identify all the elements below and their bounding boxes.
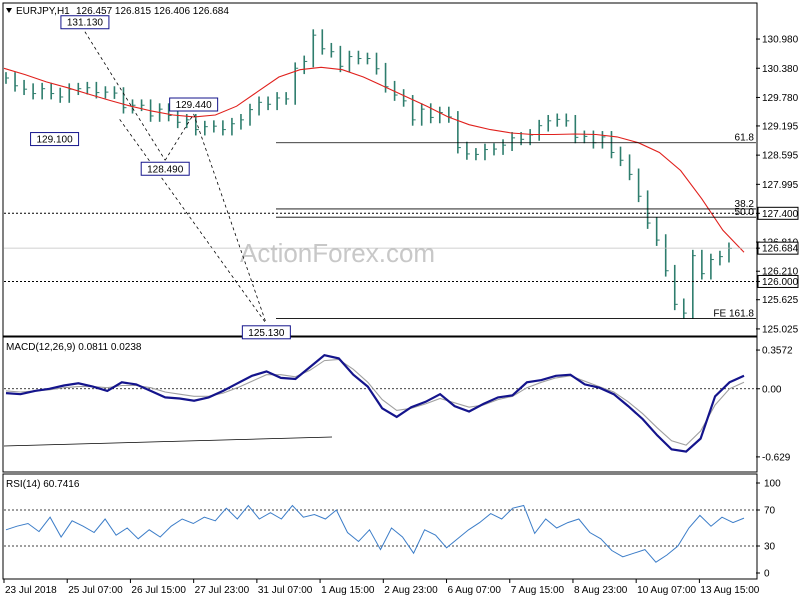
swing-label: 131.130 <box>67 18 104 29</box>
fib-level-label: 50.0 <box>735 207 755 218</box>
price-axis-label: 130.380 <box>762 64 799 75</box>
price-axis-label: 126.684 <box>762 244 799 255</box>
swing-label-box <box>241 325 291 340</box>
macd-signal-line <box>5 358 745 446</box>
swing-label: 128.490 <box>147 164 184 175</box>
swing-label-box <box>30 132 80 147</box>
macd-axis-label: -0.629 <box>762 452 791 463</box>
macd-panel-frame <box>2 336 758 473</box>
rsi-axis-label: 30 <box>764 542 776 553</box>
x-axis-label: 2 Aug 23:00 <box>384 585 438 596</box>
x-axis-label: 27 Jul 23:00 <box>195 585 250 596</box>
swing-label: 129.440 <box>176 100 213 111</box>
x-axis-label: 31 Jul 07:00 <box>258 585 313 596</box>
rsi-axis-label: 0 <box>764 569 770 580</box>
rsi-line <box>5 504 745 563</box>
swing-label-box <box>169 97 219 112</box>
macd-layer <box>3 354 756 453</box>
rsi-layer <box>4 504 756 563</box>
price-axis-label: 128.595 <box>762 151 799 162</box>
price-axis-label: 126.210 <box>762 267 799 278</box>
swing-label-box <box>60 15 110 30</box>
rsi-title: RSI(14) 60.7416 <box>6 479 80 490</box>
trend-dashed-line <box>193 113 267 324</box>
price-panel-frame <box>2 2 758 337</box>
x-axis-label: 7 Aug 15:00 <box>511 585 565 596</box>
swing-label: 125.130 <box>248 328 285 339</box>
x-axis-label: 6 Aug 07:00 <box>448 585 502 596</box>
fib-level-label: 61.8 <box>735 133 755 144</box>
rsi-axis-label: 100 <box>764 479 781 490</box>
price-axis-label: 127.995 <box>762 180 799 191</box>
axis-layer: 130.980 130.380 129.780 129.195 128.595 127.9… <box>3 35 799 596</box>
price-axis-label: 129.780 <box>762 93 799 104</box>
x-axis-label: 25 Jul 07:00 <box>68 585 123 596</box>
macd-axis-label: 0.3572 <box>762 346 793 357</box>
x-axis-label: 10 Aug 07:00 <box>637 585 696 596</box>
chart-ohlc: 126.457 126.815 126.406 126.684 <box>76 6 229 17</box>
price-axis-label: 126.000 <box>762 277 799 288</box>
swing-label-box <box>140 161 190 176</box>
moving-average-line <box>3 66 745 253</box>
price-axis-label: 127.400 <box>762 209 799 220</box>
price-axis-label: 129.195 <box>762 121 799 132</box>
price-axis-label: 125.625 <box>762 295 799 306</box>
macd-line <box>5 354 745 453</box>
x-axis-label: 26 Jul 15:00 <box>131 585 186 596</box>
price-layer: 131.130 129.100 128.490 129.440 125.130 61.8 3… <box>3 15 756 340</box>
price-axis-label: 130.980 <box>762 35 799 46</box>
swing-label: 129.100 <box>36 135 73 146</box>
watermark: ActionForex.com <box>240 238 435 268</box>
rsi-panel-frame <box>2 473 758 580</box>
fib-level-label: 38.2 <box>735 199 755 210</box>
chart-symbol: EURJPY,H1 <box>16 6 70 17</box>
macd-trendline <box>3 436 333 447</box>
x-axis-label: 8 Aug 23:00 <box>574 585 628 596</box>
macd-title: MACD(12,26,9) 0.0811 0.0238 <box>6 342 142 353</box>
dropdown-triangle-icon[interactable] <box>6 8 12 13</box>
x-axis-label: 23 Jul 2018 <box>5 585 57 596</box>
rsi-axis-label: 70 <box>764 506 776 517</box>
x-axis-label: 13 Aug 15:00 <box>700 585 759 596</box>
fib-level-label: FE 161.8 <box>713 308 754 319</box>
price-axis-label: 125.025 <box>762 324 799 335</box>
x-axis-label: 1 Aug 15:00 <box>321 585 375 596</box>
macd-axis-label: 0.00 <box>762 384 782 395</box>
trend-dashed-line <box>84 31 166 161</box>
